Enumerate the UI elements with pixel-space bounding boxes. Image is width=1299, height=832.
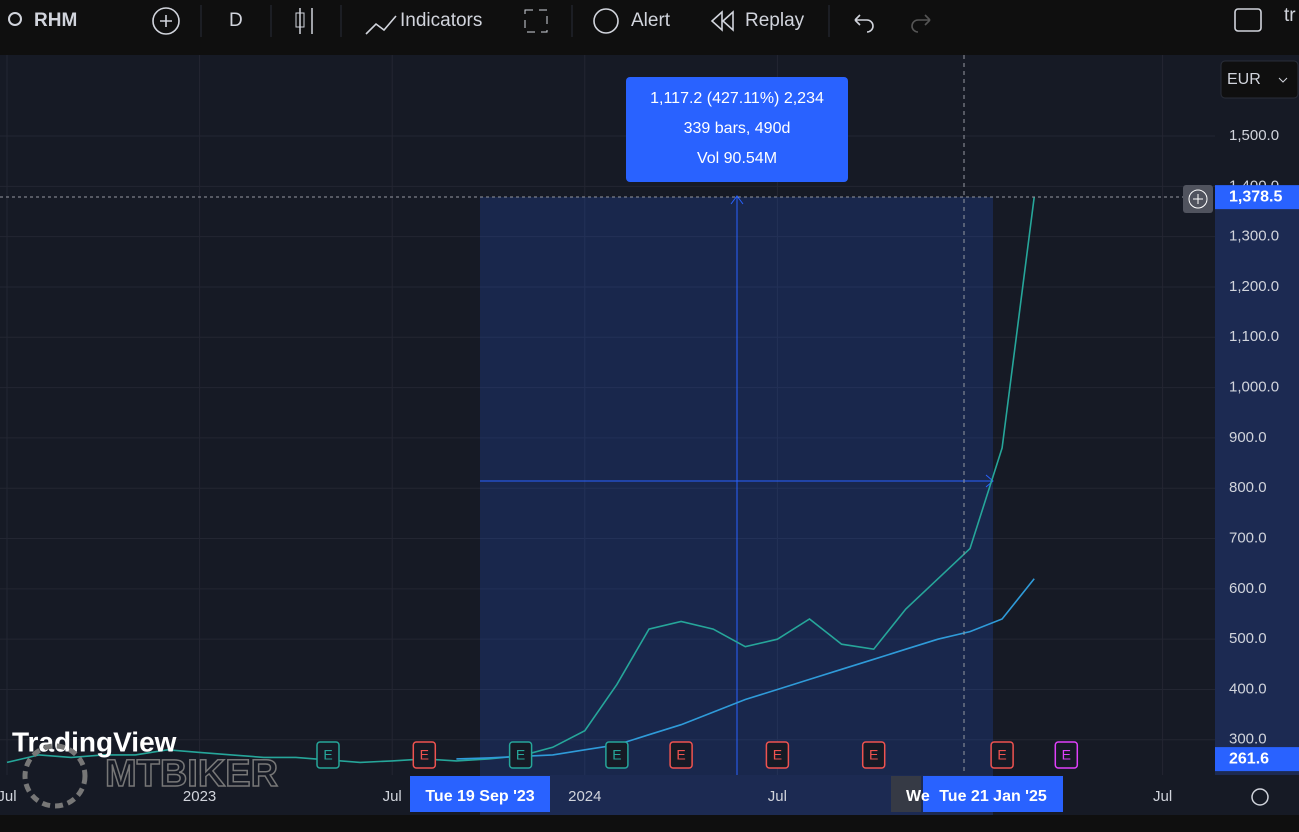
- measure-volume: Vol 90.54M: [697, 150, 777, 167]
- y-tick-label: 600.0: [1229, 580, 1267, 597]
- earnings-marker: [412, 741, 437, 769]
- toolbar: [0, 0, 1299, 48]
- symbol[interactable]: RHM: [34, 10, 77, 31]
- x-tick-label: 2024: [568, 788, 601, 805]
- earnings-marker: [508, 741, 533, 769]
- x-tick-label: 2023: [183, 788, 216, 805]
- date-label: Tue 19 Sep '23: [425, 788, 534, 805]
- chart-type-icon: [295, 12, 305, 28]
- price-label: 261.6: [1229, 750, 1269, 767]
- search-icon[interactable]: [8, 12, 22, 26]
- plot-area: [0, 55, 1215, 775]
- price-line: [456, 578, 1035, 760]
- earnings-marker: [765, 741, 790, 769]
- chart-type-icon[interactable]: [299, 8, 313, 34]
- replay-icon: [710, 10, 734, 32]
- alert[interactable]: Alert: [631, 10, 671, 31]
- currency-select[interactable]: [1220, 60, 1299, 99]
- y-tick-label: 300.0: [1229, 731, 1267, 748]
- y-tick-label: 500.0: [1229, 630, 1267, 647]
- x-tick-label: Jul: [1153, 788, 1172, 805]
- date-label: We: [906, 788, 930, 805]
- earnings-label: E: [997, 747, 1006, 763]
- y-tick-label: 400.0: [1229, 680, 1267, 697]
- interval[interactable]: D: [229, 10, 243, 31]
- add-icon: [160, 15, 172, 27]
- redo[interactable]: [911, 14, 931, 33]
- separator: [200, 5, 830, 37]
- chevron: [1278, 77, 1288, 83]
- earnings-marker: [605, 741, 629, 769]
- earnings-marker: [1054, 741, 1079, 769]
- y-tick-label: 1,200.0: [1229, 278, 1279, 295]
- x-tick-label: Jul: [383, 788, 402, 805]
- earnings-label: E: [773, 747, 782, 763]
- replay[interactable]: Replay: [745, 10, 805, 31]
- earnings-label: E: [323, 747, 332, 763]
- watermark-owner: MTBIKER: [105, 753, 278, 795]
- earnings-label: E: [869, 747, 878, 763]
- measure-arrows: [480, 197, 993, 775]
- date-label-box: [410, 776, 550, 812]
- earnings-marker: [861, 741, 886, 769]
- y-tick-label: 900.0: [1229, 429, 1267, 446]
- earnings-marker: [669, 741, 693, 769]
- fullscreen[interactable]: [1234, 8, 1262, 32]
- earnings-label: E: [612, 747, 621, 763]
- indicators[interactable]: Indicators: [400, 10, 482, 31]
- price-label-box: [1215, 185, 1299, 210]
- y-tick-label: 1,000.0: [1229, 379, 1279, 396]
- watermark-logo: [22, 743, 88, 809]
- date-label-box: [923, 776, 1063, 812]
- earnings-marker: [316, 741, 340, 769]
- plus-icon: [1193, 194, 1203, 204]
- measure-arrowheads: [730, 195, 994, 488]
- earnings-label: E: [516, 747, 525, 763]
- alert-icon: [593, 8, 619, 34]
- measure-change: 1,117.2 (427.11%) 2,234: [650, 90, 824, 107]
- x-tick-label: Jul: [768, 788, 787, 805]
- earnings-label: E: [676, 747, 685, 763]
- date-label-box: [891, 776, 921, 812]
- add-symbol[interactable]: [152, 7, 180, 35]
- earnings-label: E: [1062, 747, 1071, 763]
- layouts-icon[interactable]: [524, 9, 548, 33]
- indicators-icon: [365, 15, 397, 35]
- price-range-highlight: [1215, 197, 1299, 775]
- price-label: 1,378.5: [1229, 188, 1282, 205]
- measure-bars: 339 bars, 490d: [684, 120, 791, 137]
- y-tick-label: 700.0: [1229, 529, 1267, 546]
- account[interactable]: tr: [1284, 5, 1296, 26]
- settings[interactable]: [1251, 788, 1269, 806]
- date-label: Tue 21 Jan '25: [939, 788, 1047, 805]
- y-tick-label: 1,500.0: [1229, 127, 1279, 144]
- measure-tooltip: [626, 77, 848, 182]
- price-label-box: [1215, 747, 1299, 772]
- undo[interactable]: [854, 14, 874, 33]
- plus-icon: [1188, 189, 1208, 209]
- earnings-marker: [990, 741, 1014, 769]
- y-tick-label: 800.0: [1229, 479, 1267, 496]
- y-tick-label: 1,100.0: [1229, 328, 1279, 345]
- currency: EUR: [1227, 71, 1261, 88]
- x-tick-label: Jul: [0, 788, 17, 805]
- earnings-label: E: [420, 747, 429, 763]
- y-tick-label: 1,300.0: [1229, 228, 1279, 245]
